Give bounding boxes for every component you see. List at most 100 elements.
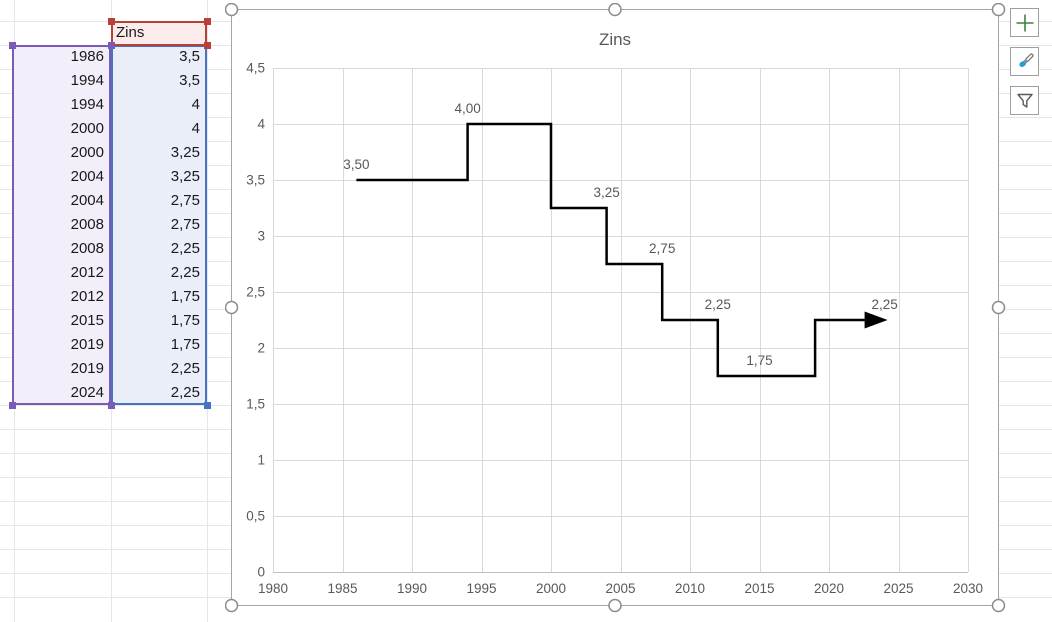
chart-elements-button[interactable]: [1010, 8, 1039, 37]
y-tick-label[interactable]: 2,5: [246, 285, 265, 300]
value-cell[interactable]: 3,25: [111, 165, 207, 189]
value-cell[interactable]: 1,75: [111, 333, 207, 357]
x-tick-label[interactable]: 2000: [536, 581, 566, 596]
value-cell[interactable]: 2,25: [111, 357, 207, 381]
data-label[interactable]: 1,75: [746, 353, 772, 368]
value-cell[interactable]: 2,75: [111, 213, 207, 237]
chart-resize-handle[interactable]: [608, 3, 622, 17]
series-line-zins[interactable]: [356, 122, 865, 378]
selection-handle[interactable]: [9, 42, 16, 49]
x-tick-label[interactable]: 2030: [953, 581, 983, 596]
data-label[interactable]: 3,25: [593, 185, 619, 200]
grid-column-line: [207, 0, 208, 622]
year-cell[interactable]: 2012: [12, 285, 111, 309]
x-tick-label[interactable]: 1995: [466, 581, 496, 596]
data-label[interactable]: 2,75: [649, 241, 675, 256]
table-row: 2008 2,25: [12, 237, 207, 261]
x-tick-label[interactable]: 1980: [258, 581, 288, 596]
y-tick-label[interactable]: 1: [257, 453, 265, 468]
value-cell[interactable]: 3,5: [111, 45, 207, 69]
table-row: 2004 2,75: [12, 189, 207, 213]
year-cell[interactable]: 2004: [12, 165, 111, 189]
year-cell[interactable]: 2004: [12, 189, 111, 213]
data-label[interactable]: 2,25: [705, 297, 731, 312]
paintbrush-icon: [1018, 52, 1034, 67]
chart-resize-handle[interactable]: [991, 300, 1006, 315]
year-cell[interactable]: 2008: [12, 237, 111, 261]
y-tick-label[interactable]: 3,5: [246, 173, 265, 188]
year-cell[interactable]: 2019: [12, 333, 111, 357]
table-row: 2012 1,75: [12, 285, 207, 309]
data-label[interactable]: 3,50: [343, 157, 369, 172]
header-cell[interactable]: Zins: [111, 21, 207, 45]
table-row: 2015 1,75: [12, 309, 207, 333]
table-row: 2004 3,25: [12, 165, 207, 189]
chart[interactable]: Zins 0 0,5 1 1,5 2 2,5 3 3,5 4 4,5 1980 1985 1990 1995…: [225, 3, 1006, 613]
y-tick-label[interactable]: 2: [257, 341, 265, 356]
value-cell[interactable]: 2,25: [111, 237, 207, 261]
x-tick-label[interactable]: 2020: [814, 581, 844, 596]
table-row: 1994 3,5: [12, 69, 207, 93]
data-label[interactable]: 4,00: [454, 101, 480, 116]
selection-handle[interactable]: [9, 402, 16, 409]
year-cell[interactable]: 1994: [12, 93, 111, 117]
selection-handle[interactable]: [108, 402, 115, 409]
chart-resize-handle[interactable]: [225, 300, 239, 315]
year-cell[interactable]: 2000: [12, 141, 111, 165]
x-tick-label[interactable]: 2015: [744, 581, 774, 596]
year-cell[interactable]: 2008: [12, 213, 111, 237]
y-tick-label[interactable]: 0,5: [246, 509, 265, 524]
x-tick-label[interactable]: 2025: [883, 581, 913, 596]
x-tick-label[interactable]: 1985: [327, 581, 357, 596]
value-cell[interactable]: 2,75: [111, 189, 207, 213]
data-label[interactable]: 2,25: [871, 297, 897, 312]
x-axis-labels[interactable]: 1980 1985 1990 1995 2000 2005 2010 2015 2020 2025…: [258, 581, 983, 596]
year-cell[interactable]: 2024: [12, 381, 111, 405]
value-cell[interactable]: 1,75: [111, 285, 207, 309]
x-tick-label[interactable]: 2010: [675, 581, 705, 596]
data-labels[interactable]: 3,50 4,00 3,25 2,75 2,25 1,75 2,25: [343, 101, 897, 368]
value-cell[interactable]: 3,5: [111, 69, 207, 93]
year-cell[interactable]: 1994: [12, 69, 111, 93]
table-row: 2019 1,75: [12, 333, 207, 357]
y-tick-label[interactable]: 4: [257, 117, 265, 132]
chart-resize-handle[interactable]: [608, 598, 622, 613]
y-tick-label[interactable]: 3: [257, 229, 265, 244]
x-tick-label[interactable]: 2005: [605, 581, 635, 596]
selection-handle[interactable]: [204, 42, 211, 49]
year-cell[interactable]: 2012: [12, 261, 111, 285]
table-row: 2000 3,25: [12, 141, 207, 165]
x-tick-label[interactable]: 1990: [397, 581, 427, 596]
year-cell[interactable]: 2015: [12, 309, 111, 333]
selection-handle[interactable]: [204, 18, 211, 25]
table-row: 2000 4: [12, 117, 207, 141]
value-cell[interactable]: 2,25: [111, 261, 207, 285]
chart-title[interactable]: Zins: [599, 30, 631, 49]
chart-filters-button[interactable]: [1010, 86, 1039, 115]
table-rows: 1986 3,5 1994 3,5 1994 4 2000 4 2000 3,25 2004 3,25…: [12, 45, 207, 405]
y-tick-label[interactable]: 0: [257, 565, 265, 580]
chart-resize-handle[interactable]: [225, 598, 239, 613]
year-cell[interactable]: 2019: [12, 357, 111, 381]
chart-resize-handle[interactable]: [991, 598, 1006, 613]
selection-handle[interactable]: [204, 402, 211, 409]
value-cell[interactable]: 3,25: [111, 141, 207, 165]
chart-frame[interactable]: [231, 9, 999, 606]
value-cell[interactable]: 4: [111, 93, 207, 117]
value-cell[interactable]: 2,25: [111, 381, 207, 405]
series-arrow[interactable]: [864, 311, 888, 329]
table-row: 2012 2,25: [12, 261, 207, 285]
chart-resize-handle[interactable]: [225, 3, 239, 17]
y-axis-labels[interactable]: 0 0,5 1 1,5 2 2,5 3 3,5 4 4,5: [246, 61, 265, 580]
table-row: 2024 2,25: [12, 381, 207, 405]
year-cell[interactable]: 2000: [12, 117, 111, 141]
y-tick-label[interactable]: 4,5: [246, 61, 265, 76]
chart-styles-button[interactable]: [1010, 47, 1039, 76]
value-cell[interactable]: 1,75: [111, 309, 207, 333]
year-cell[interactable]: 1986: [12, 45, 111, 69]
y-tick-label[interactable]: 1,5: [246, 397, 265, 412]
selection-handle[interactable]: [108, 42, 115, 49]
selection-handle[interactable]: [108, 18, 115, 25]
value-cell[interactable]: 4: [111, 117, 207, 141]
chart-resize-handle[interactable]: [991, 3, 1006, 17]
